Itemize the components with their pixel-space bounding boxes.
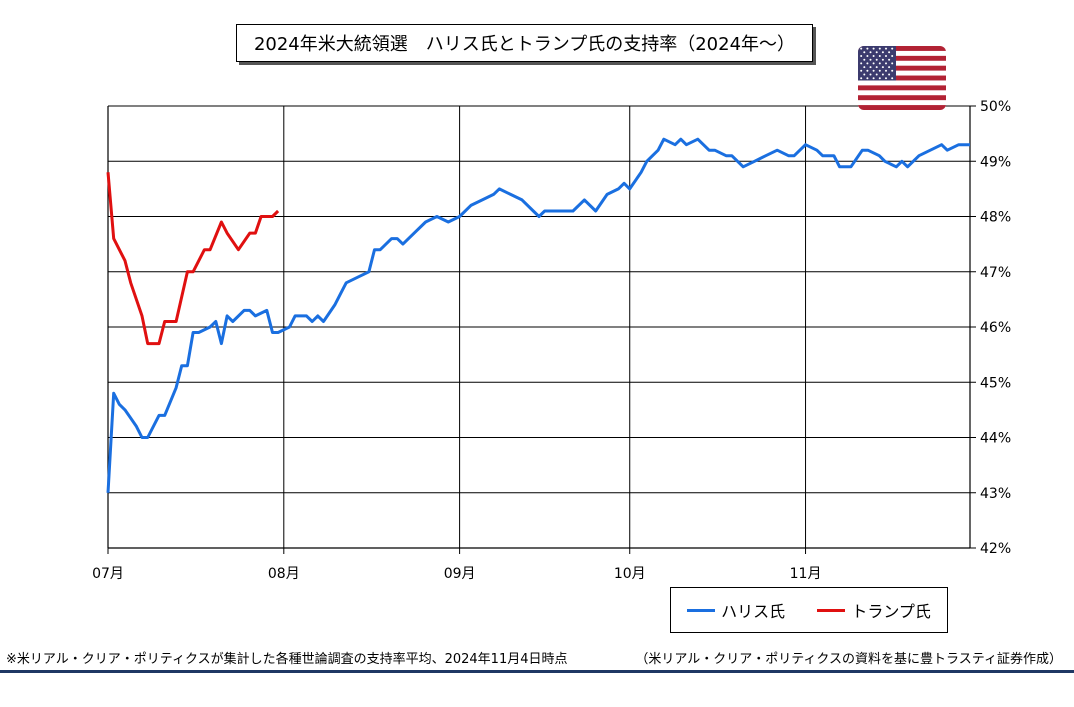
flag-star xyxy=(881,58,884,61)
series xyxy=(106,137,970,493)
us-flag-icon xyxy=(858,46,946,110)
x-tick-label: 09月 xyxy=(444,566,476,582)
flag-stripe xyxy=(858,85,946,91)
flag-star xyxy=(891,55,894,57)
flag-star xyxy=(875,58,878,61)
flag-star xyxy=(891,62,894,65)
legend-trump-label: トランプ氏 xyxy=(851,602,931,621)
flag-star xyxy=(878,62,881,65)
flag-stripe xyxy=(858,75,946,81)
footnote-credit: （米リアル・クリア・ポリティクスの資料を基に豊トラスティ証券作成） xyxy=(635,652,1062,667)
flag-star xyxy=(878,55,881,57)
y-tick-label: 45% xyxy=(980,375,1011,391)
y-tick-label: 48% xyxy=(980,210,1011,226)
flag-star xyxy=(878,69,881,72)
legend-item-harris: ハリス氏 xyxy=(687,598,785,622)
flag-star xyxy=(885,47,887,50)
flag-star xyxy=(891,47,894,50)
y-tick-label: 47% xyxy=(980,265,1011,281)
flag-star xyxy=(872,62,875,65)
chart-title-text: 2024年米大統領選 ハリス氏とトランプ氏の支持率（2024年～） xyxy=(253,34,796,55)
flag-star xyxy=(869,58,872,61)
flag-star xyxy=(860,77,863,80)
flag-star xyxy=(866,55,869,57)
flag-star xyxy=(872,55,875,57)
flag-star xyxy=(888,73,891,76)
flag-star xyxy=(875,73,878,76)
flag-star xyxy=(866,77,869,80)
footnote-source: ※米リアル・クリア・ポリティクスが集計した各種世論調査の支持率平均、2024年1… xyxy=(6,652,568,667)
flag-star xyxy=(872,69,875,72)
flag-star xyxy=(888,58,891,61)
flag-star xyxy=(869,73,872,76)
flag-star xyxy=(888,66,891,69)
y-tick-label: 42% xyxy=(980,541,1011,557)
y-tick-label: 50% xyxy=(980,99,1011,115)
legend-item-trump: トランプ氏 xyxy=(817,598,931,622)
y-axis-ticks: 42% 43% 44% 45% 46% 47% 48% 49% 50% xyxy=(980,99,1011,557)
flag-star xyxy=(881,51,884,54)
flag-star xyxy=(860,69,863,72)
flag-star xyxy=(872,77,875,80)
series-line-trump xyxy=(106,172,280,346)
flag-star xyxy=(885,69,887,72)
flag-stripe xyxy=(858,65,946,71)
flag-star xyxy=(869,51,872,54)
flag-star xyxy=(885,62,887,65)
flag-star xyxy=(875,66,878,69)
flag-star xyxy=(863,66,866,69)
flag-star xyxy=(881,73,884,76)
x-tick-label: 10月 xyxy=(614,566,646,582)
flag-star xyxy=(860,62,863,65)
y-tick-label: 49% xyxy=(980,154,1011,170)
flag-star xyxy=(878,77,881,80)
flag-star xyxy=(866,69,869,72)
chart-title: 2024年米大統領選 ハリス氏とトランプ氏の支持率（2024年～） xyxy=(236,24,813,62)
y-tick-label: 43% xyxy=(980,486,1011,502)
flag-star xyxy=(860,47,863,50)
flag-star xyxy=(888,51,891,54)
flag-star xyxy=(866,62,869,65)
flag-star xyxy=(891,77,894,80)
flag-star xyxy=(866,47,869,50)
bottom-rule xyxy=(0,670,1074,673)
legend-trump-swatch xyxy=(817,608,846,612)
flag-star xyxy=(869,66,872,69)
flag-star xyxy=(878,47,881,50)
flag-stripe xyxy=(858,55,946,61)
flag-star xyxy=(863,58,866,61)
flag-star xyxy=(891,69,894,72)
x-tick-label: 08月 xyxy=(268,566,300,582)
flag-star xyxy=(863,51,866,54)
flag-stripe xyxy=(858,95,946,101)
legend-harris-label: ハリス氏 xyxy=(721,602,786,621)
flag-star xyxy=(885,55,887,57)
y-tick-label: 44% xyxy=(980,431,1011,447)
flag-star xyxy=(885,77,887,80)
series-line-harris xyxy=(106,137,970,493)
flag-star xyxy=(860,55,863,57)
y-tick-label: 46% xyxy=(980,320,1011,336)
legend: ハリス氏 トランプ氏 xyxy=(670,587,948,633)
flag-star xyxy=(872,47,875,50)
legend-harris-swatch xyxy=(687,608,716,612)
flag-stripe xyxy=(858,105,946,110)
x-axis-ticks: 07月 08月 09月 10月 11月 xyxy=(92,566,821,582)
flag-star xyxy=(881,66,884,69)
grid xyxy=(107,105,976,554)
x-tick-label: 11月 xyxy=(790,566,822,582)
flag-star xyxy=(875,51,878,54)
x-tick-label: 07月 xyxy=(92,566,124,582)
flag-stripe xyxy=(858,46,946,51)
flag-star xyxy=(863,73,866,76)
